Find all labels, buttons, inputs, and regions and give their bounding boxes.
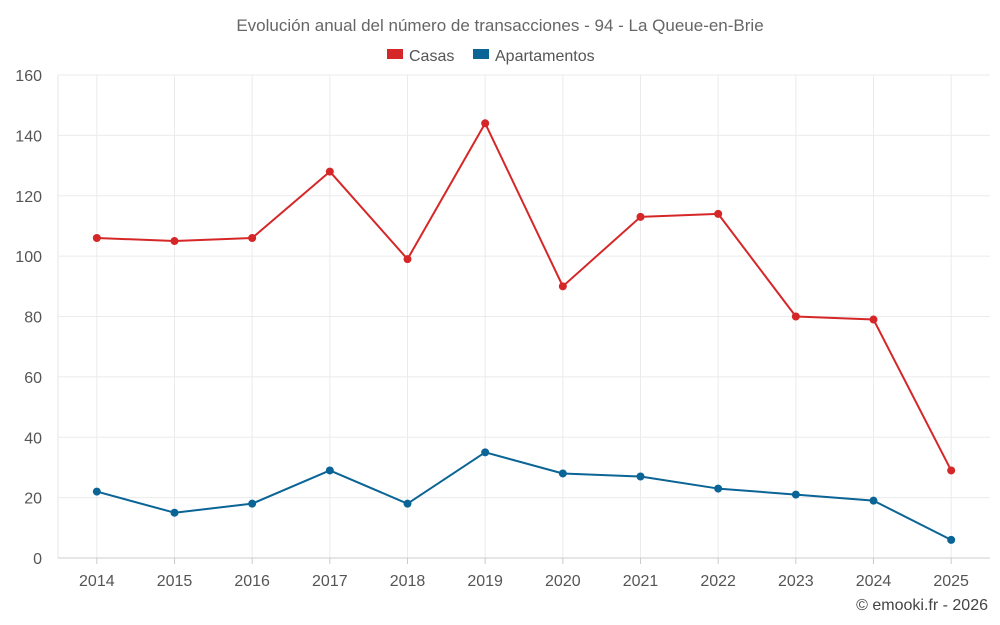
x-tick-label: 2025 [933,573,969,590]
data-point-casas[interactable] [481,119,490,128]
data-point-apartamentos[interactable] [325,466,334,475]
series-line-casas [96,122,953,471]
data-point-casas[interactable] [248,234,257,243]
x-tick-label: 2020 [545,573,581,590]
data-point-apartamentos[interactable] [248,499,257,508]
data-point-apartamentos[interactable] [636,472,645,481]
x-tick-label: 2022 [700,573,736,590]
x-tick-label: 2023 [778,573,814,590]
grid [58,74,990,559]
legend: Casas Apartamentos [387,48,595,65]
legend-swatch-casas [387,49,403,59]
y-tick-label: 140 [15,128,42,145]
data-point-apartamentos[interactable] [403,499,412,508]
credit-text: © emooki.fr - 2026 [856,597,988,614]
data-point-apartamentos[interactable] [947,535,956,544]
data-point-apartamentos[interactable] [92,487,101,496]
y-tick-label: 0 [33,551,42,568]
data-point-casas[interactable] [325,167,334,176]
x-tick-label: 2024 [856,573,892,590]
x-tick-label: 2015 [157,573,193,590]
data-point-apartamentos[interactable] [791,490,800,499]
data-point-casas[interactable] [947,466,956,475]
axes: 0 20 40 60 80 100 120 140 160 2014 2015 2016 2017 201… [15,68,990,590]
y-tick-label: 40 [24,430,42,447]
x-tick-label: 2021 [623,573,659,590]
y-tick-label: 60 [24,370,42,387]
series-layer [92,119,956,544]
data-point-casas[interactable] [92,234,101,243]
legend-label-casas[interactable]: Casas [409,48,454,65]
data-point-apartamentos[interactable] [869,496,878,505]
y-tick-label: 160 [15,68,42,85]
x-tick-label: 2016 [234,573,270,590]
data-point-casas[interactable] [636,212,645,221]
x-tick-label: 2017 [312,573,348,590]
y-tick-label: 120 [15,189,42,206]
data-point-apartamentos[interactable] [170,508,179,517]
data-point-casas[interactable] [403,255,412,264]
data-point-apartamentos[interactable] [714,484,723,493]
x-tick-label: 2019 [467,573,503,590]
data-point-apartamentos[interactable] [558,469,567,478]
chart-title: Evolución anual del número de transaccio… [236,16,763,35]
legend-label-apartamentos[interactable]: Apartamentos [495,48,595,65]
series-line-apartamentos [96,451,952,541]
data-point-casas[interactable] [170,237,179,246]
y-tick-label: 20 [24,491,42,508]
data-point-casas[interactable] [791,312,800,321]
y-tick-label: 100 [15,249,42,266]
x-tick-label: 2018 [390,573,426,590]
data-point-casas[interactable] [869,315,878,324]
legend-swatch-apartamentos [473,49,489,59]
x-tick-label: 2014 [79,573,115,590]
data-point-apartamentos[interactable] [481,448,490,457]
data-point-casas[interactable] [558,282,567,291]
y-tick-label: 80 [24,310,42,327]
data-point-casas[interactable] [714,209,723,218]
